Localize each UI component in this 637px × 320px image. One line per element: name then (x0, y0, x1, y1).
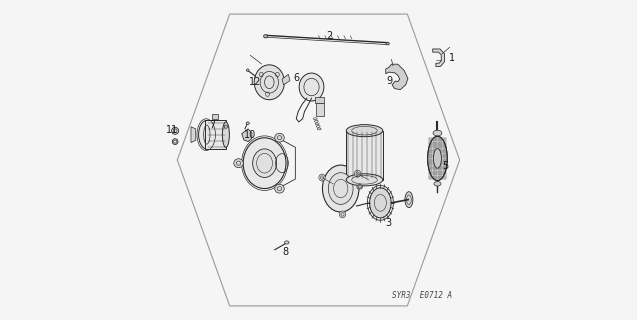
Ellipse shape (275, 184, 284, 193)
Ellipse shape (246, 122, 249, 124)
Text: 11: 11 (166, 125, 179, 135)
Bar (211, 114, 218, 119)
Ellipse shape (433, 130, 442, 136)
Ellipse shape (264, 35, 268, 38)
Ellipse shape (285, 241, 289, 244)
Ellipse shape (434, 148, 441, 168)
Text: 6: 6 (293, 73, 299, 83)
Ellipse shape (234, 159, 243, 168)
Text: 10: 10 (243, 130, 256, 140)
Ellipse shape (243, 138, 286, 188)
Ellipse shape (171, 127, 178, 134)
Polygon shape (386, 64, 408, 90)
Ellipse shape (347, 174, 383, 186)
Bar (317, 103, 324, 116)
Text: 12: 12 (249, 77, 261, 87)
Polygon shape (282, 74, 290, 85)
Ellipse shape (172, 139, 178, 144)
Text: 9: 9 (387, 76, 393, 86)
Ellipse shape (253, 149, 276, 178)
Ellipse shape (322, 165, 359, 212)
Ellipse shape (354, 170, 361, 177)
Ellipse shape (386, 42, 389, 45)
Text: SYR3  E0712 A: SYR3 E0712 A (392, 291, 452, 300)
Ellipse shape (328, 173, 353, 204)
Ellipse shape (357, 185, 362, 189)
Ellipse shape (254, 65, 284, 100)
Ellipse shape (224, 125, 227, 128)
Ellipse shape (222, 122, 229, 147)
Ellipse shape (434, 181, 441, 186)
Bar (315, 97, 324, 103)
Text: 2: 2 (327, 31, 333, 41)
Ellipse shape (340, 211, 346, 218)
Ellipse shape (275, 133, 284, 142)
Ellipse shape (319, 174, 326, 181)
Text: 8: 8 (282, 247, 289, 257)
Bar (347, 131, 383, 180)
Polygon shape (241, 129, 252, 142)
Ellipse shape (247, 69, 249, 71)
Text: 1: 1 (448, 53, 455, 63)
Ellipse shape (427, 136, 447, 180)
Ellipse shape (369, 188, 391, 218)
Ellipse shape (347, 124, 383, 137)
Text: 3: 3 (385, 219, 391, 228)
Ellipse shape (405, 192, 413, 208)
Ellipse shape (299, 73, 324, 101)
Bar (205, 120, 226, 149)
Polygon shape (433, 49, 445, 67)
Text: 5: 5 (442, 161, 448, 171)
Ellipse shape (199, 120, 215, 149)
Text: 7: 7 (209, 120, 215, 130)
Polygon shape (191, 127, 196, 142)
